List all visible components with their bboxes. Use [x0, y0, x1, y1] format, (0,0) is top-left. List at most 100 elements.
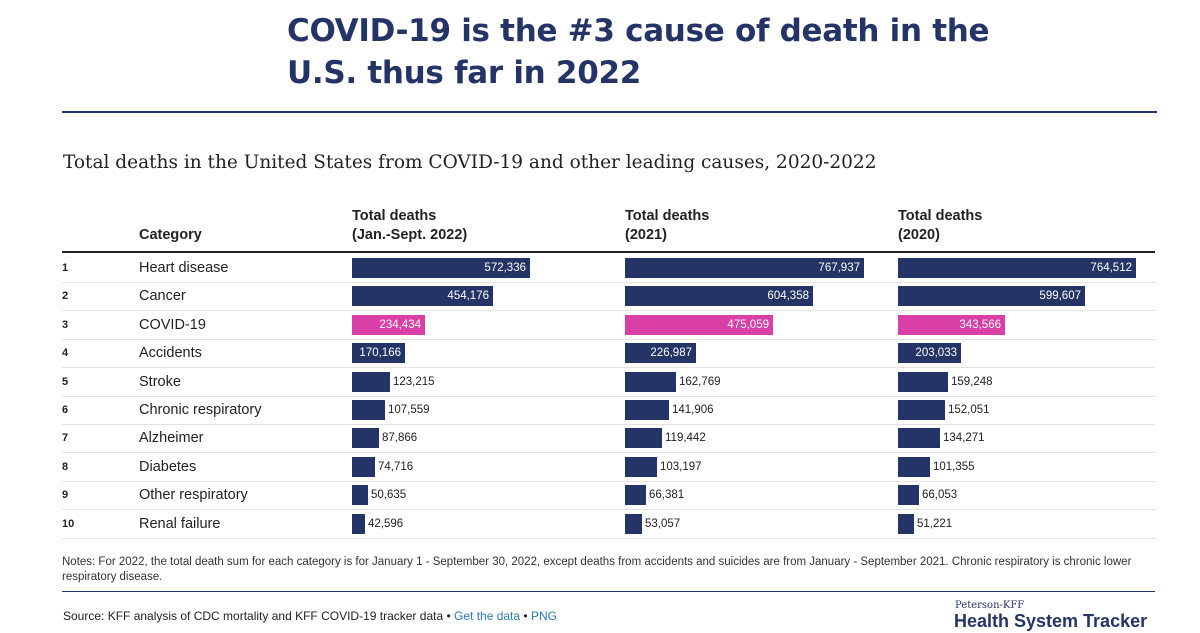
data-label-2021: 767,937 [818, 262, 860, 274]
data-label-2020: 203,033 [915, 347, 957, 360]
data-label-2022: 123,215 [393, 375, 435, 388]
data-label-2022: 234,434 [379, 318, 421, 331]
rank-label: 7 [62, 432, 69, 445]
bar-2020 [898, 258, 1136, 278]
data-label-2021: 604,358 [767, 290, 809, 303]
data-label-2022: 170,166 [359, 347, 401, 360]
data-label-2021: 141,906 [672, 404, 714, 416]
bar-2022 [352, 258, 530, 278]
table-row: 3 COVID-19 234,434 475,059 343,566 [62, 311, 1155, 340]
bar-2021 [625, 343, 696, 364]
png-link[interactable]: PNG [530, 609, 557, 623]
data-label-2021: 162,769 [679, 375, 721, 388]
data-label-2022: 107,559 [388, 404, 430, 416]
data-label-2020: 152,051 [948, 404, 990, 416]
table-row: 8 Diabetes 74,716 103,197 101,355 [62, 453, 1155, 482]
bar-2020 [898, 428, 940, 449]
bar-2020 [898, 400, 945, 420]
bar-2020 [898, 485, 919, 506]
bar-2021 [625, 513, 642, 534]
rank-label: 2 [62, 290, 69, 303]
rank-label: 9 [62, 489, 69, 502]
category-label: Other respiratory [139, 487, 248, 504]
bar-2021 [625, 258, 864, 278]
source-separator: • [446, 609, 451, 623]
data-label-2022: 572,336 [484, 262, 526, 274]
data-label-2020: 159,248 [951, 375, 993, 388]
category-label: Renal failure [139, 515, 221, 532]
table-row: 9 Other respiratory 50,635 66,381 66,053 [62, 481, 1155, 511]
data-label-2021: 226,987 [650, 347, 692, 360]
category-label: Heart disease [139, 260, 229, 276]
data-label-2022: 42,596 [368, 517, 404, 530]
bar-2021 [625, 314, 773, 335]
data-label-2021: 53,057 [645, 517, 681, 530]
category-label: Accidents [139, 345, 202, 362]
column-header-2021-line2: (2021) [625, 227, 667, 243]
bar-2020 [898, 456, 930, 477]
bar-2022 [352, 286, 493, 307]
bar-2020 [898, 371, 948, 392]
rank-label: 3 [62, 318, 69, 331]
data-label-2020: 51,221 [917, 517, 953, 530]
bar-2022 [352, 400, 385, 420]
category-column-header: Category [139, 227, 202, 243]
rank-label: 5 [62, 375, 69, 388]
bar-2020 [898, 343, 961, 364]
chart-notes: Notes: For 2022, the total death sum for… [62, 556, 1132, 583]
data-label-2020: 343,566 [959, 318, 1001, 331]
data-label-2021: 475,059 [727, 318, 769, 331]
category-label: Diabetes [139, 458, 197, 475]
rank-label: 8 [62, 460, 69, 473]
rank-label: 1 [62, 262, 69, 274]
category-label: Stroke [139, 373, 181, 390]
table-row: 7 Alzheimer 87,866 119,442 134,271 [62, 424, 1155, 454]
table-row: 1 Heart disease 572,336 767,937 764,512 [62, 254, 1155, 283]
table-header-divider [62, 251, 1155, 253]
column-header-2020: Total deaths (2020) [898, 207, 982, 245]
bar-2022 [352, 371, 390, 392]
bar-2021 [625, 286, 813, 307]
table-row: 10 Renal failure 42,596 53,057 51,221 [62, 510, 1155, 539]
column-header-2020-line2: (2020) [898, 227, 940, 243]
source-line: Source: KFF analysis of CDC mortality an… [63, 609, 557, 623]
brand-logo: Health System Tracker [954, 611, 1148, 631]
source-text: Source: KFF analysis of CDC mortality an… [63, 609, 444, 623]
bar-2020 [898, 513, 914, 534]
category-label: Cancer [139, 288, 186, 305]
table-row: 4 Accidents 170,166 226,987 203,033 [62, 339, 1155, 369]
bar-2020 [898, 286, 1085, 307]
data-label-2021: 66,381 [649, 489, 685, 502]
bar-2022 [352, 343, 405, 364]
table-row: 5 Stroke 123,215 162,769 159,248 [62, 368, 1155, 397]
page-title: COVID-19 is the #3 cause of death in the… [287, 13, 990, 91]
data-label-2022: 87,866 [382, 432, 418, 445]
category-label: Chronic respiratory [139, 402, 262, 418]
column-header-2020-line1: Total deaths [898, 208, 983, 224]
get-the-data-link[interactable]: Get the data [454, 609, 521, 623]
bar-2021 [625, 428, 662, 449]
data-label-2020: 101,355 [933, 460, 975, 473]
column-header-2021: Total deaths (2021) [625, 207, 709, 245]
bar-2022 [352, 485, 368, 506]
data-label-2022: 454,176 [447, 290, 489, 303]
bar-2020 [898, 314, 1005, 335]
data-label-2020: 134,271 [943, 432, 985, 445]
data-label-2021: 119,442 [665, 432, 706, 445]
data-label-2020: 599,607 [1039, 290, 1081, 303]
category-label: COVID-19 [139, 316, 206, 333]
data-label-2020: 764,512 [1090, 262, 1132, 274]
bar-2022 [352, 314, 425, 335]
data-label-2020: 66,053 [922, 489, 958, 502]
bar-2022 [352, 428, 379, 449]
bar-2021 [625, 371, 676, 392]
bar-2021 [625, 456, 657, 477]
bar-2021 [625, 485, 646, 506]
category-label: Alzheimer [139, 430, 204, 447]
bar-2021 [625, 400, 669, 420]
rank-label: 4 [62, 347, 69, 360]
source-separator: • [523, 609, 528, 623]
table-row: 6 Chronic respiratory 107,559 141,906 152,05… [62, 396, 1155, 425]
column-header-2021-line1: Total deaths [625, 208, 710, 224]
title-divider [62, 111, 1157, 113]
